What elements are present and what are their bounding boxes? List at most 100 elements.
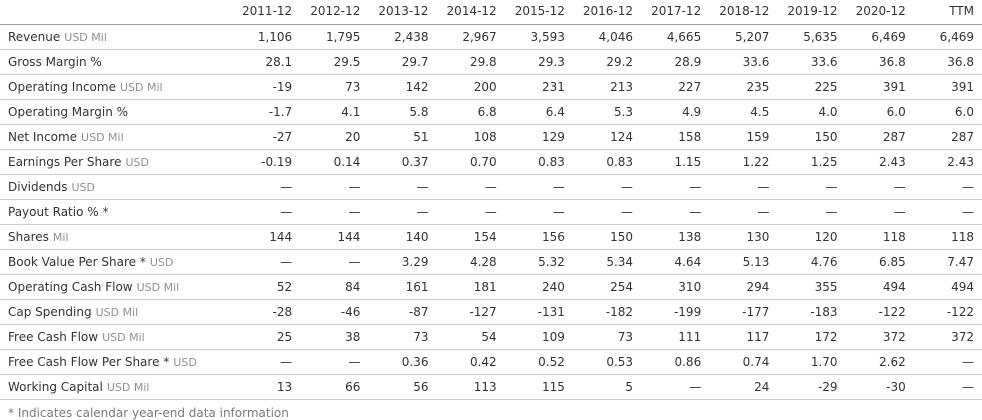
row-label: Cap Spending (8, 305, 92, 319)
cell: 227 (641, 74, 710, 100)
cell: 36.8 (845, 49, 914, 75)
cell: — (300, 174, 369, 200)
cell: — (709, 174, 778, 200)
cell: 0.70 (436, 149, 505, 175)
cell: 294 (709, 274, 778, 300)
financials-table: 2011-12 2012-12 2013-12 2014-12 2015-12 2016-… (0, 0, 982, 400)
cell: 150 (777, 124, 846, 150)
cell: 0.42 (436, 349, 505, 375)
cell: 73 (300, 74, 369, 100)
cell: — (232, 199, 301, 225)
cell: -182 (572, 299, 642, 325)
cell: 2,967 (436, 24, 505, 50)
cell: -29 (777, 374, 846, 400)
cell: — (232, 349, 301, 375)
table-row: Revenue USD Mil 1,106 1,795 2,438 2,967 3,593 4… (0, 24, 982, 50)
row-label: Net Income (8, 130, 78, 144)
cell: -87 (368, 299, 437, 325)
cell: 73 (572, 324, 642, 350)
cell: -131 (504, 299, 573, 325)
cell: 213 (572, 74, 642, 100)
header-row: 2011-12 2012-12 2013-12 2014-12 2015-12 2016-… (0, 0, 982, 25)
cell: 172 (777, 324, 846, 350)
cell: 4.64 (641, 249, 710, 275)
table-row: Working Capital USD Mil 13 66 56 113 115 5—24 -2… (0, 374, 982, 400)
cell: 129 (504, 124, 573, 150)
cell: — (641, 374, 710, 400)
cell: 109 (504, 324, 573, 350)
cell: 118 (913, 224, 982, 250)
cell: 28.1 (232, 49, 301, 75)
cell: 231 (504, 74, 573, 100)
cell: 494 (913, 274, 982, 300)
cell: 20 (300, 124, 369, 150)
cell: — (368, 174, 437, 200)
table-row: Payout Ratio % * — — — — — — — — — — — (0, 199, 982, 225)
cell: 0.14 (300, 149, 369, 175)
row-unit: Mil (52, 231, 69, 244)
cell: 7.47 (913, 249, 982, 275)
table-row: Operating Margin % -1.7 4.1 5.8 6.8 6.4 5.3 4.9… (0, 99, 982, 125)
row-header: Earnings Per Share USD (0, 149, 232, 175)
cell: — (777, 199, 846, 225)
cell: -0.19 (232, 149, 301, 175)
column-header: 2012-12 (300, 0, 369, 25)
row-header: Dividends USD (0, 174, 232, 200)
row-header: Book Value Per Share * USD (0, 249, 232, 275)
cell: 6,469 (845, 24, 914, 50)
column-header: TTM (913, 0, 982, 25)
cell: — (300, 249, 369, 275)
cell: 33.6 (709, 49, 778, 75)
table-row: Cap Spending USD Mil -28 -46 -87 -127 -131 -182… (0, 299, 982, 325)
column-header: 2011-12 (232, 0, 301, 25)
cell: -46 (300, 299, 369, 325)
cell: 372 (913, 324, 982, 350)
column-header: 2013-12 (368, 0, 437, 25)
cell: — (436, 174, 505, 200)
cell: 28.9 (641, 49, 710, 75)
row-label: Earnings Per Share (8, 155, 122, 169)
cell: 200 (436, 74, 505, 100)
cell: 120 (777, 224, 846, 250)
column-header: 2015-12 (504, 0, 573, 25)
cell: 159 (709, 124, 778, 150)
cell: 138 (641, 224, 710, 250)
column-header: 2018-12 (709, 0, 778, 25)
cell: -28 (232, 299, 301, 325)
row-header: Free Cash Flow USD Mil (0, 324, 232, 350)
cell: 161 (368, 274, 437, 300)
cell: 130 (709, 224, 778, 250)
row-unit: USD Mil (81, 131, 124, 144)
cell: 158 (641, 124, 710, 150)
cell: 5 (572, 374, 642, 400)
cell: 73 (368, 324, 437, 350)
row-header: Operating Margin % (0, 99, 232, 125)
row-label: Operating Margin % (8, 105, 129, 119)
cell: -199 (641, 299, 710, 325)
cell: — (572, 174, 642, 200)
cell: — (641, 199, 710, 225)
cell: 4.76 (777, 249, 846, 275)
cell: 494 (845, 274, 914, 300)
label-column-header (0, 0, 232, 25)
cell: -127 (436, 299, 505, 325)
cell: -177 (709, 299, 778, 325)
cell: 4.1 (300, 99, 369, 125)
cell: 29.7 (368, 49, 437, 75)
cell: 56 (368, 374, 437, 400)
row-header: Free Cash Flow Per Share * USD (0, 349, 232, 375)
cell: 6.4 (504, 99, 573, 125)
cell: 240 (504, 274, 573, 300)
table-body: Revenue USD Mil 1,106 1,795 2,438 2,967 3,593 4… (0, 24, 982, 400)
cell: 4,665 (641, 24, 710, 50)
cell: 1,106 (232, 24, 301, 50)
row-header: Cap Spending USD Mil (0, 299, 232, 325)
cell: 5.34 (572, 249, 642, 275)
table-row: Earnings Per Share USD -0.19 0.14 0.37 0.70 0.… (0, 149, 982, 175)
cell: 36.8 (913, 49, 982, 75)
cell: 4.0 (777, 99, 846, 125)
table-row: Shares Mil 144 144 140 154 156 150 138 130 120 118 1… (0, 224, 982, 250)
cell: 150 (572, 224, 642, 250)
table-row: Operating Cash Flow USD Mil 52 84 161 181 240 2… (0, 274, 982, 300)
